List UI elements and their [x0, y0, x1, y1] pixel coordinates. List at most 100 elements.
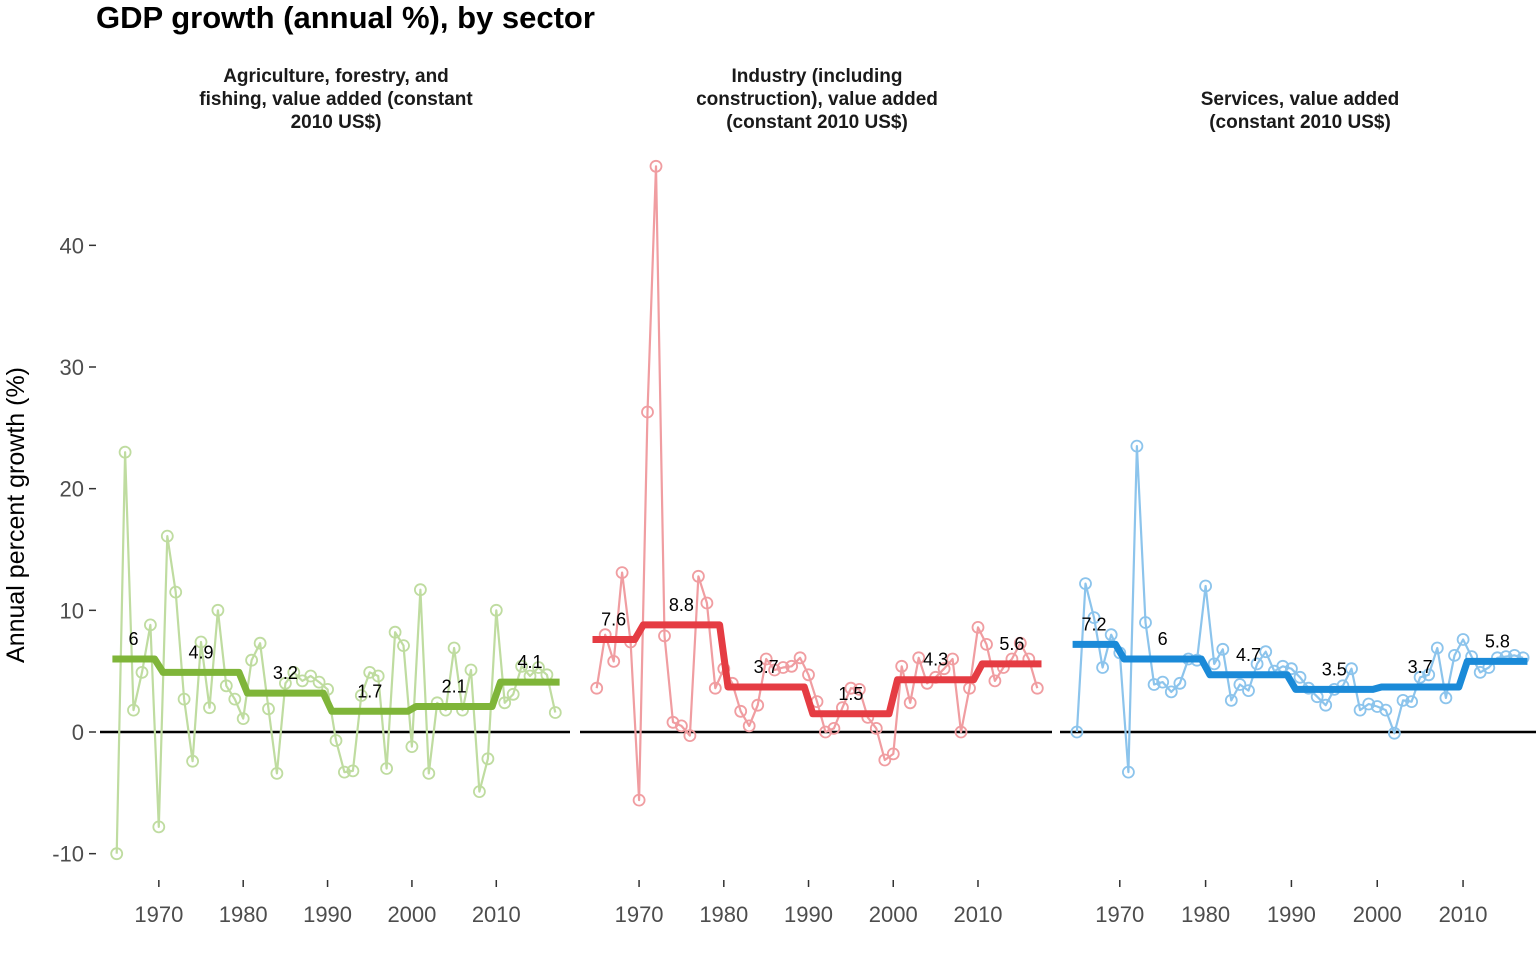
x-tick-label: 1970: [134, 902, 183, 927]
data-point: [287, 666, 301, 679]
panel-3: Services, value added(constant 2010 US$)…: [1060, 89, 1536, 927]
data-point: [827, 722, 841, 735]
decade-mean-line: [112, 655, 560, 715]
data-point: [262, 702, 275, 716]
x-tick-label: 1970: [615, 902, 664, 927]
decade-mean-line: [592, 621, 1042, 718]
y-tick-label: 10: [60, 598, 84, 623]
data-point: [278, 676, 292, 690]
data-point: [954, 725, 968, 739]
data-point: [759, 652, 773, 666]
data-point: [1405, 695, 1418, 708]
data-point: [354, 689, 368, 702]
data-point: [1216, 642, 1230, 656]
data-point: [548, 706, 562, 719]
data-point: [1139, 616, 1152, 629]
data-point: [869, 722, 883, 735]
data-point: [1413, 670, 1427, 684]
data-point: [1242, 684, 1255, 697]
data-point: [481, 752, 495, 766]
x-tick-label: 2000: [1353, 902, 1402, 927]
data-point: [304, 669, 318, 683]
data-point: [785, 659, 798, 673]
data-point: [203, 701, 216, 715]
data-point: [1030, 681, 1044, 695]
data-point: [337, 765, 351, 779]
x-tick-label: 1980: [1181, 902, 1230, 927]
y-axis-title: Annual percent growth (%): [2, 367, 30, 663]
data-point: [1456, 633, 1470, 646]
data-point: [742, 719, 756, 733]
series-line: [115, 451, 557, 854]
series-line: [595, 165, 1039, 802]
data-point: [329, 734, 343, 747]
data-point: [607, 655, 621, 668]
data-point: [1439, 691, 1453, 705]
data-point: [844, 681, 858, 695]
panel-title-line: (constant 2010 US$): [726, 112, 908, 133]
data-point: [768, 663, 781, 677]
data-point: [1319, 698, 1333, 712]
data-point: [1430, 641, 1444, 655]
data-point: [464, 663, 478, 677]
data-point: [1388, 726, 1401, 740]
x-tick-label: 1990: [303, 902, 352, 927]
data-point: [143, 618, 157, 632]
decade-mean-label: 1.7: [357, 681, 382, 701]
x-tick-label: 2000: [869, 902, 918, 927]
data-point: [590, 681, 604, 695]
data-point: [853, 683, 866, 696]
y-axis: -10 0 10 20 30 40: [52, 233, 96, 867]
x-tick-label: 2010: [472, 902, 521, 927]
data-point: [118, 445, 132, 459]
data-point: [532, 661, 545, 674]
data-point: [405, 740, 419, 753]
data-point: [1362, 697, 1376, 711]
data-point: [472, 785, 486, 798]
x-tick-label: 1980: [219, 902, 268, 927]
data-point: [878, 753, 892, 767]
data-point: [253, 636, 267, 650]
x-tick-label: 2010: [1439, 902, 1488, 927]
data-point: [1104, 628, 1118, 642]
data-point: [1259, 645, 1273, 659]
data-point: [236, 712, 250, 725]
data-point: [793, 651, 807, 665]
data-point: [1070, 725, 1084, 739]
data-point: [886, 747, 900, 761]
decade-mean-label: 7.6: [601, 610, 626, 630]
decade-mean-label: 7.2: [1082, 614, 1107, 634]
data-point: [700, 596, 714, 610]
data-point: [1013, 636, 1027, 650]
data-point: [708, 681, 722, 695]
data-point: [160, 529, 174, 543]
x-tick-label: 2010: [954, 902, 1003, 927]
decade-mean-label: 4.7: [1236, 645, 1261, 665]
decade-mean-line: [1072, 640, 1528, 693]
decade-mean-label: 4.1: [518, 652, 543, 672]
data-point: [1224, 694, 1238, 707]
data-point: [515, 659, 528, 673]
data-point: [1396, 694, 1410, 707]
panel-title-line: Industry (including: [732, 66, 903, 87]
x-tick-label: 2000: [387, 902, 436, 927]
x-tick-label: 1990: [1267, 902, 1316, 927]
y-tick-label: -10: [52, 842, 84, 867]
data-point: [937, 662, 951, 676]
data-point: [422, 767, 436, 780]
chart-title: GDP growth (annual %), by sector: [96, 0, 595, 35]
data-point: [228, 692, 242, 706]
decade-mean-label: 3.5: [1322, 659, 1347, 679]
decade-mean-label: 5.8: [1485, 631, 1510, 651]
data-point: [135, 666, 149, 679]
data-point: [615, 566, 629, 579]
data-point: [980, 638, 993, 651]
data-point: [388, 625, 402, 639]
data-point: [219, 679, 233, 693]
data-point: [776, 661, 790, 674]
decade-mean-label: 4.3: [923, 650, 948, 670]
data-point: [1293, 670, 1307, 684]
x-tick-label: 1990: [784, 902, 833, 927]
